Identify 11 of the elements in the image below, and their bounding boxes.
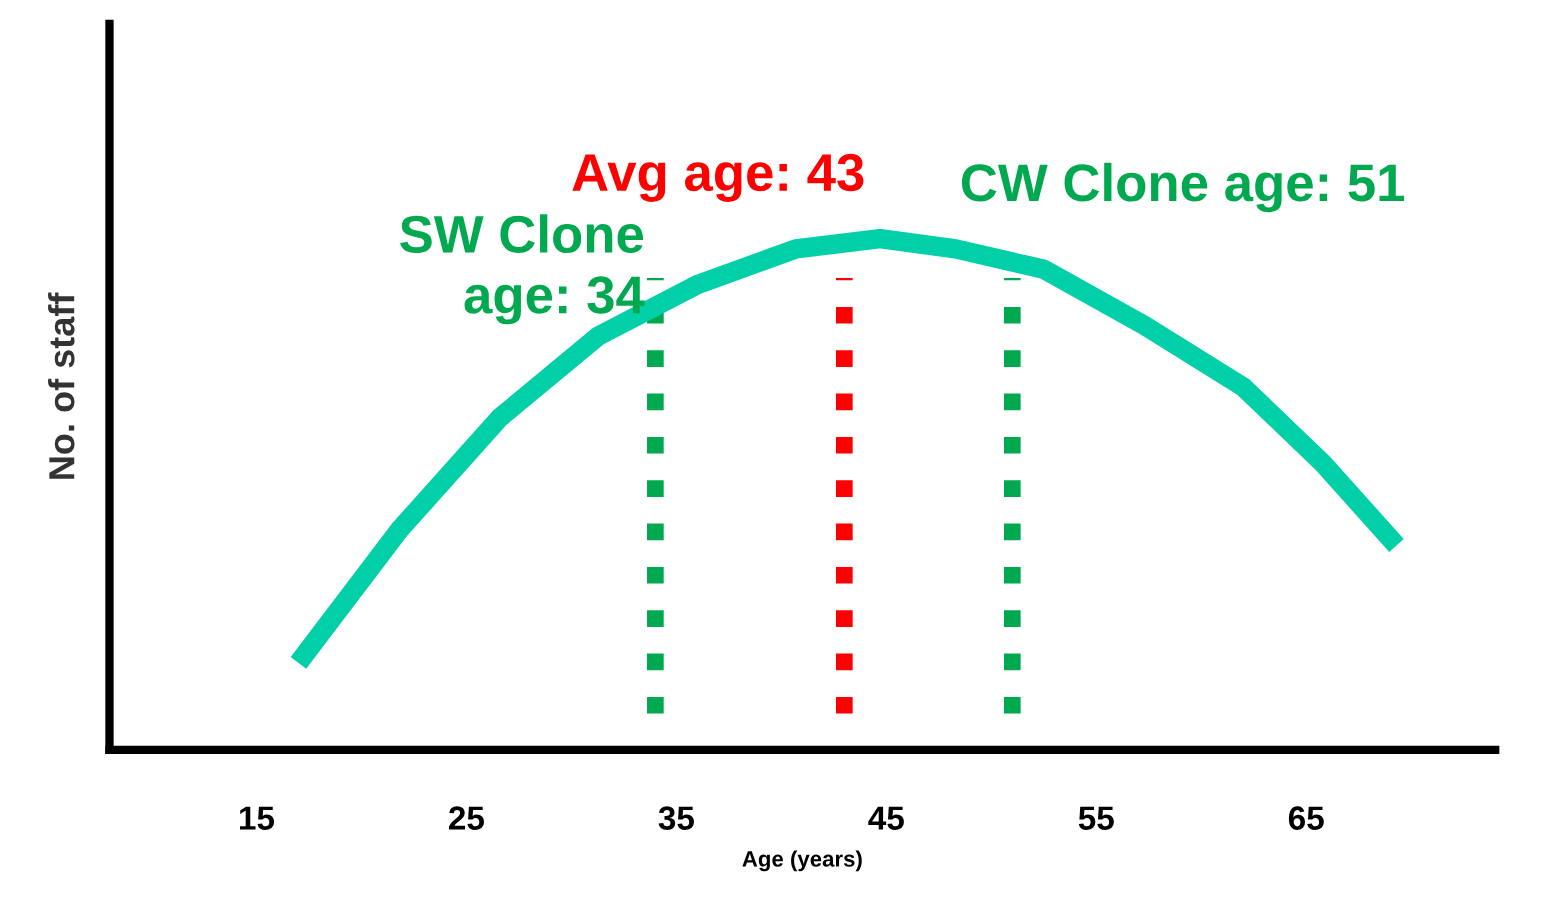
ref-line-label: CW Clone age: 51 bbox=[961, 162, 1405, 213]
y-axis-title: No. of staff bbox=[48, 292, 75, 479]
x-tick-label: 35 bbox=[658, 806, 694, 830]
ref-line-label: SW Clone age: 34 bbox=[400, 214, 645, 325]
x-tick-label: 45 bbox=[868, 806, 904, 830]
x-tick-label: 15 bbox=[240, 806, 275, 830]
x-tick-label: 25 bbox=[449, 806, 485, 830]
ref-line-label: Avg age: 43 bbox=[572, 153, 864, 202]
x-tick-label: 55 bbox=[1078, 806, 1114, 830]
x-tick-label: 65 bbox=[1288, 806, 1324, 830]
x-axis-title: Age (years) bbox=[742, 850, 862, 872]
